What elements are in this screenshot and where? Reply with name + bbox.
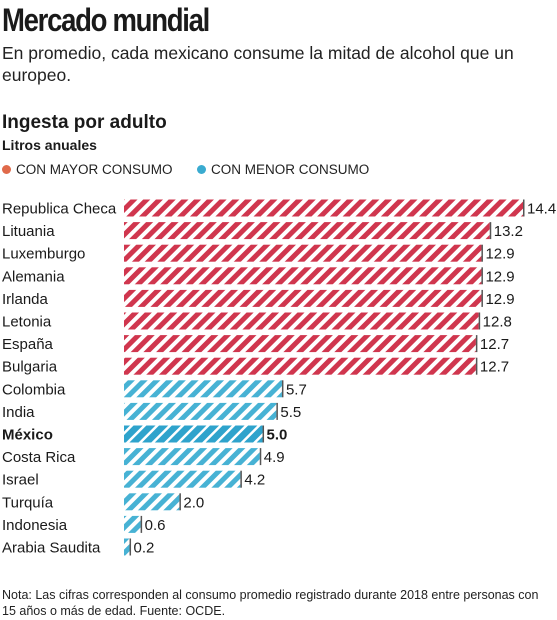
bar — [124, 493, 180, 511]
category-label: Alemania — [2, 268, 65, 285]
legend-label-low: CON MENOR CONSUMO — [211, 162, 370, 177]
category-label: Indonesia — [2, 517, 68, 534]
value-label: 12.8 — [483, 314, 512, 331]
category-label: Letonia — [2, 314, 52, 331]
category-label: India — [2, 404, 35, 421]
page-title: Mercado mundial — [2, 2, 210, 38]
category-label: México — [2, 427, 53, 444]
category-label: Arabia Saudita — [2, 540, 101, 557]
bar — [124, 538, 130, 556]
bar-chart: Republica Checa 14.4 Lituania 13.2 Luxemburg… — [2, 199, 556, 557]
category-label: Turquía — [2, 494, 54, 511]
value-label: 12.9 — [485, 268, 514, 285]
category-label: Israel — [2, 472, 39, 489]
category-label: Costa Rica — [2, 449, 76, 466]
category-label: Irlanda — [2, 291, 49, 308]
value-label: 14.4 — [527, 201, 556, 218]
value-label: 4.9 — [264, 449, 285, 466]
legend-item-high: CON MAYOR CONSUMO — [2, 162, 173, 177]
page-subtitle: En promedio, cada mexicano consume la mi… — [2, 43, 514, 85]
category-label: Republica Checa — [2, 201, 117, 218]
value-label: 5.5 — [280, 404, 301, 421]
category-label: Luxemburgo — [2, 246, 85, 263]
category-label: Colombia — [2, 381, 66, 398]
value-label: 4.2 — [244, 472, 265, 489]
legend-label-high: CON MAYOR CONSUMO — [16, 162, 173, 177]
value-label: 12.9 — [485, 246, 514, 263]
bar — [124, 244, 482, 262]
value-label: 13.2 — [494, 223, 523, 240]
bar — [124, 448, 260, 466]
chart-title: Ingesta por adulto — [2, 112, 167, 133]
bar — [124, 380, 282, 398]
bar — [124, 425, 263, 443]
bar — [124, 267, 482, 285]
value-label: 2.0 — [183, 494, 204, 511]
value-label: 12.9 — [485, 291, 514, 308]
bar — [124, 515, 141, 533]
value-label: 0.2 — [134, 540, 155, 557]
footnote: Nota: Las cifras corresponden al consumo… — [2, 588, 539, 618]
value-label: 0.6 — [145, 517, 166, 534]
value-label: 12.7 — [480, 359, 509, 376]
bar — [124, 222, 490, 240]
legend-dot-low — [197, 165, 206, 174]
bar — [124, 312, 479, 330]
value-label: 12.7 — [480, 336, 509, 353]
bar — [124, 357, 476, 375]
legend-dot-high — [2, 165, 11, 174]
value-label: 5.0 — [267, 427, 288, 444]
bar — [124, 335, 476, 353]
category-label: Bulgaria — [2, 359, 58, 376]
value-label: 5.7 — [286, 381, 307, 398]
chart-unit-label: Litros anuales — [2, 137, 97, 153]
bar — [124, 289, 482, 307]
bar — [124, 199, 523, 217]
bar — [124, 402, 277, 420]
legend-item-low: CON MENOR CONSUMO — [197, 162, 369, 177]
category-label: España — [2, 336, 54, 353]
category-label: Lituania — [2, 223, 55, 240]
bar — [124, 470, 241, 488]
